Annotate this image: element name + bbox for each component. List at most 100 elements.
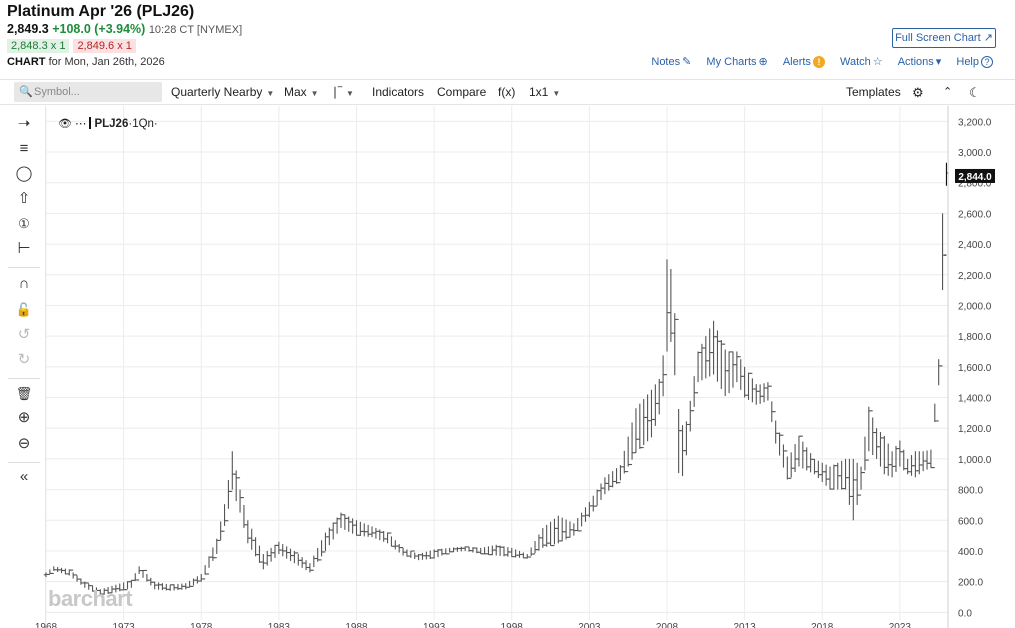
- actions-menu[interactable]: Actions ▾: [897, 56, 942, 68]
- ohlc-bar: [408, 550, 414, 558]
- time-tick-label: 1998: [501, 622, 524, 628]
- ohlc-bar: [280, 544, 285, 557]
- ohlc-bar: [843, 458, 848, 490]
- ohlc-bar: [505, 547, 511, 557]
- chevron-down-icon: ▼: [346, 89, 354, 98]
- ohlc-bar: [51, 566, 56, 574]
- ohlc-bar: [897, 440, 903, 467]
- legend-period: ·1Qn·: [128, 118, 158, 130]
- ohlc-bar: [494, 544, 499, 556]
- ohlc-bar: [816, 460, 821, 479]
- ohlc-bar: [253, 537, 258, 557]
- ohlc-bar: [909, 455, 914, 476]
- ohlc-bar: [160, 583, 165, 591]
- ohlc-bar: [369, 526, 375, 538]
- layout-select[interactable]: 1x1 ▼: [529, 85, 561, 99]
- help-link[interactable]: Help?: [956, 56, 993, 68]
- ohlc-bar: [70, 569, 76, 579]
- gear-icon[interactable]: ⚙: [912, 85, 924, 100]
- quote-header: Platinum Apr '26 (PLJ26) 2,849.3 +108.0 …: [0, 0, 1015, 76]
- magnet-icon[interactable]: ∩: [18, 275, 30, 292]
- ohlc-bar: [610, 471, 615, 488]
- search-input[interactable]: 🔍 Symbol...: [14, 82, 162, 102]
- ohlc-bar: [645, 394, 650, 442]
- ohlc-bar: [354, 520, 359, 536]
- ohlc-bar: [835, 462, 840, 490]
- collapse-icon[interactable]: ⌃: [943, 86, 953, 98]
- ohlc-bar: [218, 521, 223, 542]
- range-select[interactable]: Max ▼: [284, 85, 319, 99]
- ohlc-bar: [924, 450, 930, 470]
- ohlc-bar: [552, 518, 557, 547]
- full-screen-button[interactable]: Full Screen Chart ↗: [892, 28, 996, 48]
- ohlc-bar: [723, 343, 728, 397]
- trash-icon[interactable]: 🗑: [15, 386, 33, 401]
- fib-tool-icon[interactable]: ≡: [19, 140, 29, 157]
- compare-button[interactable]: Compare: [437, 85, 487, 99]
- ohlc-bar: [222, 504, 227, 532]
- barchart-logo: barchart: [48, 586, 133, 611]
- chart-toolbar: 🔍 Symbol... Quarterly Nearby ▼ Max ▼ ∣‾ ▼ I…: [0, 79, 1015, 105]
- ohlc-bar: [63, 568, 68, 575]
- alerts-link[interactable]: Alerts!: [783, 56, 825, 68]
- legend-color-swatch: [89, 117, 92, 129]
- time-tick-label: 1973: [112, 622, 135, 628]
- indicators-button[interactable]: Indicators: [372, 85, 425, 99]
- zoom-out-icon[interactable]: ⊖: [17, 435, 31, 452]
- ohlc-bar: [237, 477, 243, 513]
- ohlc-bar: [629, 422, 635, 466]
- ohlc-bar: [587, 501, 592, 518]
- ohlc-bar: [439, 548, 445, 556]
- eye-icon[interactable]: 👁: [58, 118, 72, 130]
- ohlc-bar: [373, 527, 379, 539]
- ohlc-bar: [769, 385, 774, 423]
- ohlc-bar: [618, 465, 623, 484]
- my-charts-link[interactable]: My Charts ⊕: [706, 56, 768, 68]
- ohlc-bar: [296, 552, 301, 566]
- ohlc-bar: [882, 435, 887, 475]
- bid-badge: 2,848.3 x 1: [7, 39, 70, 53]
- bar-type-select[interactable]: ∣‾ ▼: [332, 85, 354, 99]
- undo-icon[interactable]: ↺: [17, 326, 31, 343]
- fx-button[interactable]: f(x): [498, 85, 516, 99]
- dark-mode-icon[interactable]: ☾: [969, 85, 981, 100]
- ohlc-bar: [199, 573, 204, 582]
- notes-link[interactable]: Notes ✎: [651, 56, 692, 68]
- ohlc-bar: [299, 557, 305, 568]
- ohlc-bar: [614, 468, 619, 484]
- ohlc-bar: [67, 569, 72, 576]
- ohlc-bar: [183, 583, 188, 590]
- measure-tool-icon[interactable]: ⊢: [17, 240, 31, 257]
- price-tick-label: 1,000.0: [958, 455, 992, 466]
- price-chart[interactable]: 0.0 200.0 400.0 600.0 800.0 1,000.0 1,200.0 1,4…: [0, 106, 1015, 628]
- watch-link[interactable]: Watch ☆: [840, 56, 883, 68]
- ohlc-bar: [633, 408, 639, 454]
- zoom-in-icon[interactable]: ⊕: [17, 409, 31, 426]
- ohlc-bar: [560, 517, 565, 542]
- ohlc-bar: [140, 569, 146, 578]
- tool-divider: [8, 267, 40, 268]
- chart-legend: 👁 ⋯ PLJ26·1Qn·: [58, 116, 158, 130]
- ohlc-bar: [653, 384, 658, 426]
- ohlc-bar: [319, 540, 324, 561]
- collapse-left-icon[interactable]: «: [19, 468, 29, 485]
- lock-icon[interactable]: 🔓: [15, 302, 33, 317]
- period-select[interactable]: Quarterly Nearby ▼: [171, 85, 275, 99]
- ohlc-bar: [385, 532, 390, 544]
- ohlc-bar: [757, 384, 763, 404]
- ohlc-bar: [680, 425, 685, 477]
- line-tool-icon[interactable]: ➝: [17, 115, 31, 132]
- ohlc-bar: [773, 411, 778, 444]
- shape-tool-icon[interactable]: ◯: [15, 165, 33, 182]
- ohlc-bar: [133, 573, 138, 581]
- ohlc-bar: [517, 550, 522, 558]
- ohlc-bar: [377, 529, 382, 541]
- chevron-down-icon: ▾: [935, 56, 942, 68]
- templates-button[interactable]: Templates: [846, 85, 901, 99]
- annotation-tool-icon[interactable]: ①: [18, 216, 30, 231]
- arrow-tool-icon[interactable]: ⇧: [17, 190, 31, 207]
- price-tick-label: 3,200.0: [958, 117, 992, 128]
- ohlc-bar: [249, 528, 254, 550]
- legend-more[interactable]: ⋯: [74, 118, 87, 130]
- redo-icon[interactable]: ↻: [17, 351, 31, 368]
